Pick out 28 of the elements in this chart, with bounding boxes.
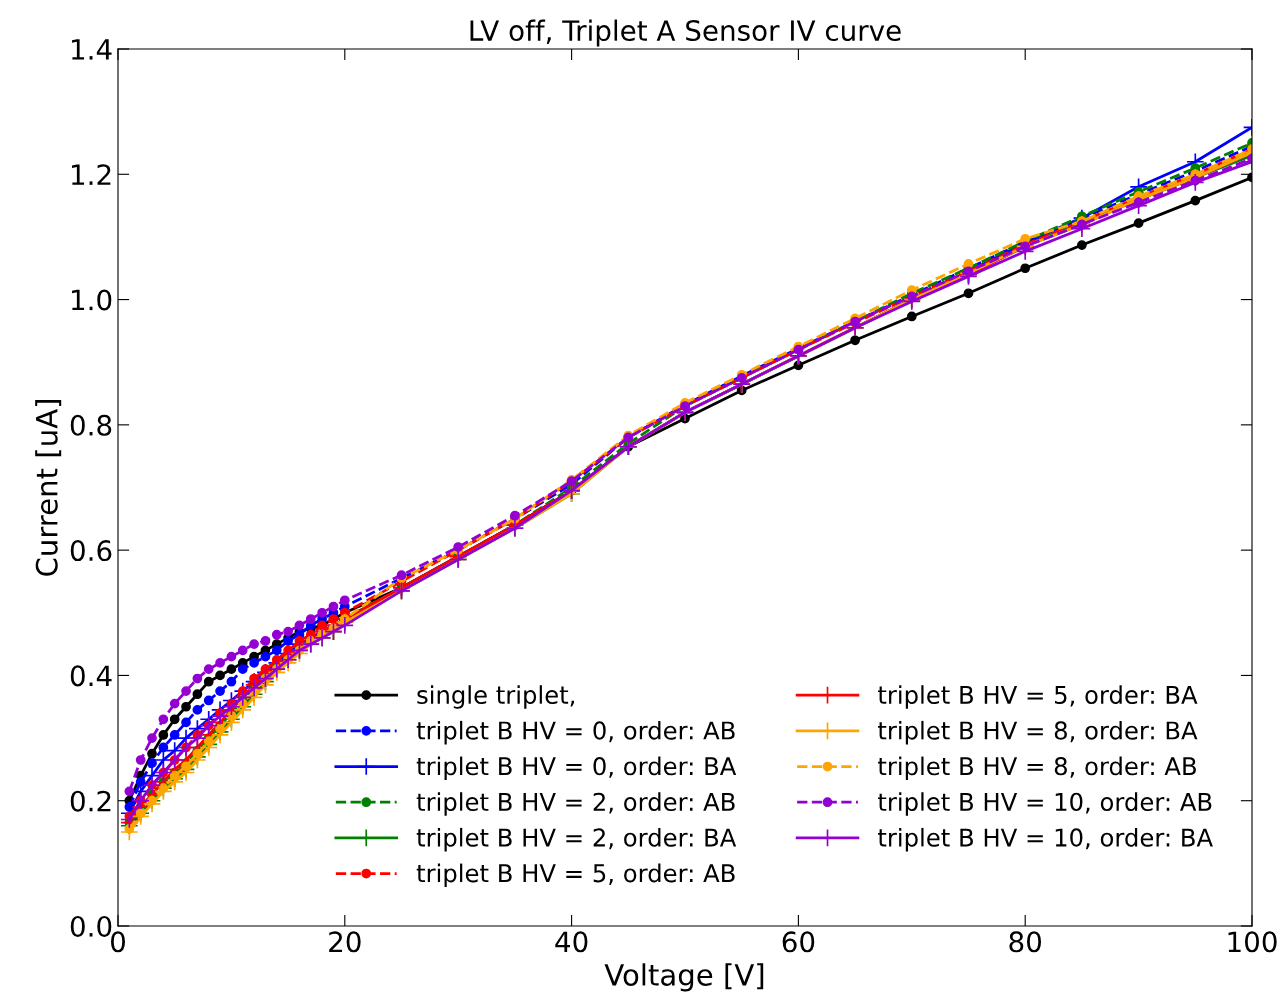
x-tick-label: 20 <box>329 931 361 953</box>
y-tick-label: 0.6 <box>70 540 112 562</box>
legend-label: single triplet, <box>417 685 575 709</box>
y-tick-label: 0.0 <box>70 915 112 937</box>
legend-label: triplet B HV = 10, order: AB <box>877 792 1212 816</box>
x-tick-label: 40 <box>555 931 588 953</box>
y-tick-label: 1.2 <box>72 164 111 185</box>
legend-label: triplet B HV = 10, order: BA <box>877 827 1213 852</box>
x-axis-title: Voltage [V] <box>604 963 764 992</box>
x-tick-label: 60 <box>782 931 815 953</box>
x-tick-label: 80 <box>1009 931 1042 953</box>
legend-label: triplet B HV = 5, order: BA <box>877 685 1198 709</box>
legend-label: triplet B HV = 8, order: AB <box>877 756 1196 781</box>
x-tick-label: 100 <box>1228 931 1277 953</box>
y-axis-title: Current [uA] <box>35 400 62 576</box>
legend-label: triplet B HV = 8, order: BA <box>877 720 1198 745</box>
y-tick-label: 0.4 <box>70 665 112 687</box>
legend-label: triplet B HV = 5, order: AB <box>416 863 735 888</box>
legend-label: triplet B HV = 0, order: BA <box>416 756 737 781</box>
legend-label: triplet B HV = 2, order: BA <box>416 827 737 852</box>
y-tick-label: 0.2 <box>70 790 111 812</box>
y-tick-label: 1.0 <box>72 289 112 311</box>
legend-label: triplet B HV = 0, order: AB <box>416 720 735 745</box>
chart-title: LV off, Triplet A Sensor IV curve <box>470 19 901 47</box>
y-tick-label: 1.4 <box>72 39 112 60</box>
x-tick-label: 0 <box>110 931 125 953</box>
y-tick-label: 0.8 <box>70 414 112 436</box>
legend-label: triplet B HV = 2, order: AB <box>416 792 735 816</box>
